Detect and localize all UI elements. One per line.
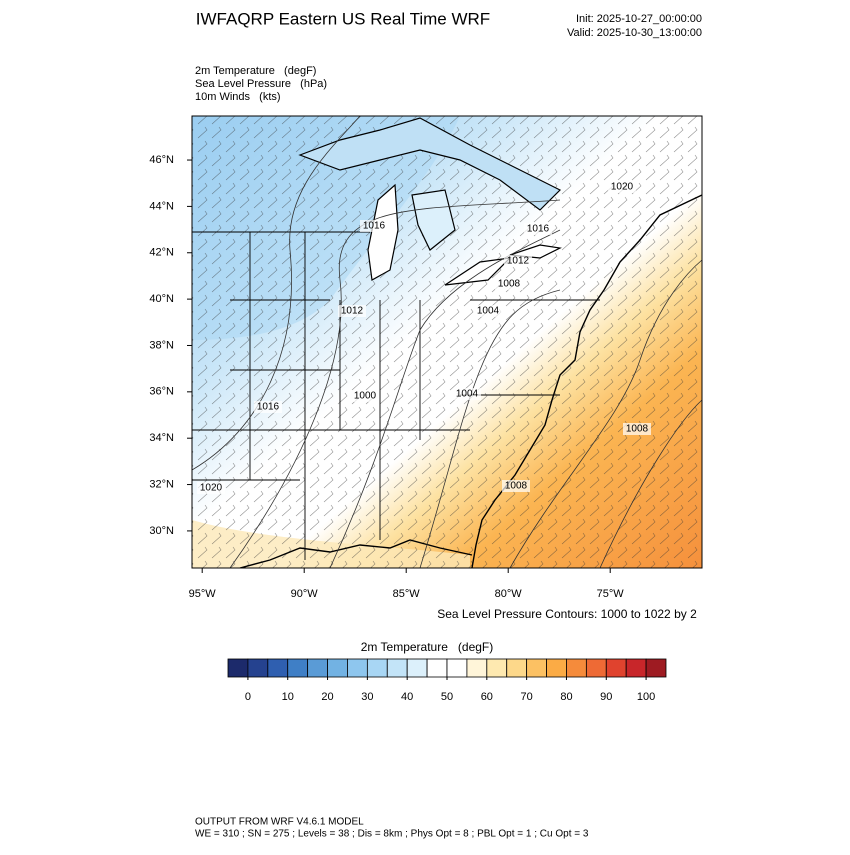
title: IWFAQRP Eastern US Real Time WRF bbox=[196, 9, 490, 28]
colorbar-box bbox=[605, 658, 627, 678]
contour-label: 1004 bbox=[456, 389, 479, 400]
colorbar-box bbox=[506, 658, 528, 678]
field-label: 2m Temperature (degF) bbox=[195, 65, 316, 77]
colorbar-tick-label: 80 bbox=[560, 691, 572, 703]
lake-huron bbox=[411, 189, 456, 251]
y-tick-label: 32°N bbox=[149, 478, 174, 490]
contour-label: 1016 bbox=[363, 221, 386, 232]
colorbar-tick-label: 10 bbox=[282, 691, 294, 703]
contour-label-box bbox=[360, 220, 388, 232]
colorbar-box bbox=[327, 658, 348, 678]
colorbar-box bbox=[247, 658, 269, 678]
footer-line: WE = 310 ; SN = 275 ; Levels = 38 ; Dis … bbox=[195, 829, 589, 840]
colorbar-tick-label: 60 bbox=[481, 691, 493, 703]
y-tick-label: 46°N bbox=[149, 154, 174, 166]
contour-label-box bbox=[474, 305, 502, 317]
contour-label: 1016 bbox=[257, 402, 280, 413]
colorbar-title: 2m Temperature (degF) bbox=[361, 640, 494, 654]
contour-label: 1008 bbox=[505, 481, 528, 492]
state-borders bbox=[192, 231, 600, 560]
y-tick-label: 44°N bbox=[149, 200, 174, 212]
colorbar-tick-label: 30 bbox=[361, 691, 373, 703]
contour-label: 1012 bbox=[341, 306, 364, 317]
x-tick-label: 90°W bbox=[291, 588, 319, 600]
y-tick-label: 40°N bbox=[149, 293, 174, 305]
contour-label-box bbox=[608, 181, 636, 193]
contour-label: 1020 bbox=[200, 483, 223, 494]
contour-label-box bbox=[453, 388, 481, 400]
contour-label: 1008 bbox=[626, 424, 649, 435]
lake-michigan bbox=[367, 183, 399, 281]
coastline bbox=[471, 194, 702, 568]
contour-label-box bbox=[254, 401, 282, 413]
footer-line: OUTPUT FROM WRF V4.6.1 MODEL bbox=[195, 817, 364, 828]
contour-label-box bbox=[338, 305, 366, 317]
colorbar-box bbox=[227, 658, 249, 678]
colorbar-box bbox=[287, 658, 309, 678]
x-tick-label: 95°W bbox=[189, 588, 217, 600]
y-tick-label: 42°N bbox=[149, 247, 174, 259]
colorbar-box bbox=[366, 658, 388, 678]
colorbar-box bbox=[386, 658, 408, 678]
colorbar-tick-label: 90 bbox=[600, 691, 612, 703]
contour-label-box bbox=[502, 480, 530, 492]
colorbar-box bbox=[625, 658, 647, 678]
contour-label: 1004 bbox=[477, 306, 500, 317]
colorbar-box bbox=[546, 658, 567, 678]
contour-label-box bbox=[197, 482, 225, 494]
colorbar-tick-label: 0 bbox=[245, 691, 251, 703]
contour-label: 1008 bbox=[498, 279, 521, 290]
colorbar-box bbox=[645, 658, 667, 678]
colorbar-box bbox=[347, 658, 368, 678]
colorbar-tick-label: 40 bbox=[401, 691, 413, 703]
x-tick-label: 85°W bbox=[393, 588, 421, 600]
contour-label: 1016 bbox=[527, 224, 550, 235]
colorbar-box bbox=[585, 658, 607, 678]
contour-caption: Sea Level Pressure Contours: 1000 to 102… bbox=[437, 607, 697, 621]
field-label: Sea Level Pressure (hPa) bbox=[195, 78, 327, 90]
colorbar-box bbox=[486, 658, 508, 678]
contour-label: 1000 bbox=[354, 391, 377, 402]
y-tick-label: 36°N bbox=[149, 386, 174, 398]
colorbar-tick-label: 20 bbox=[321, 691, 333, 703]
colorbar-tick-label: 50 bbox=[441, 691, 453, 703]
coastline bbox=[239, 539, 473, 568]
contour-label-box bbox=[524, 223, 552, 235]
valid-time: Valid: 2025-10-30_13:00:00 bbox=[567, 27, 702, 39]
colorbar-box bbox=[566, 658, 587, 678]
colorbar-box bbox=[466, 658, 488, 678]
contour-label-box bbox=[351, 390, 379, 402]
contour-label: 1012 bbox=[507, 256, 530, 267]
colorbar-box bbox=[267, 658, 289, 678]
field-label: 10m Winds (kts) bbox=[195, 91, 281, 103]
y-tick-label: 38°N bbox=[149, 339, 174, 351]
colorbar-box bbox=[307, 658, 328, 678]
contour-label: 1020 bbox=[611, 182, 634, 193]
y-tick-label: 34°N bbox=[149, 432, 174, 444]
colorbar-box bbox=[446, 658, 468, 678]
x-tick-label: 80°W bbox=[495, 588, 523, 600]
x-tick-label: 75°W bbox=[597, 588, 625, 600]
colorbar-tick-label: 100 bbox=[637, 691, 655, 703]
map-frame bbox=[191, 115, 703, 569]
pressure-contours bbox=[192, 116, 702, 568]
colorbar-box bbox=[526, 658, 547, 678]
lake-superior bbox=[298, 117, 562, 211]
init-time: Init: 2025-10-27_00:00:00 bbox=[576, 13, 702, 25]
colorbar-box bbox=[426, 658, 448, 678]
y-tick-label: 30°N bbox=[149, 525, 174, 537]
colorbar-box bbox=[406, 658, 428, 678]
contour-label-box bbox=[495, 278, 523, 290]
contour-label-box bbox=[623, 423, 651, 435]
colorbar-tick-label: 70 bbox=[521, 691, 533, 703]
contour-label-box bbox=[504, 255, 532, 267]
